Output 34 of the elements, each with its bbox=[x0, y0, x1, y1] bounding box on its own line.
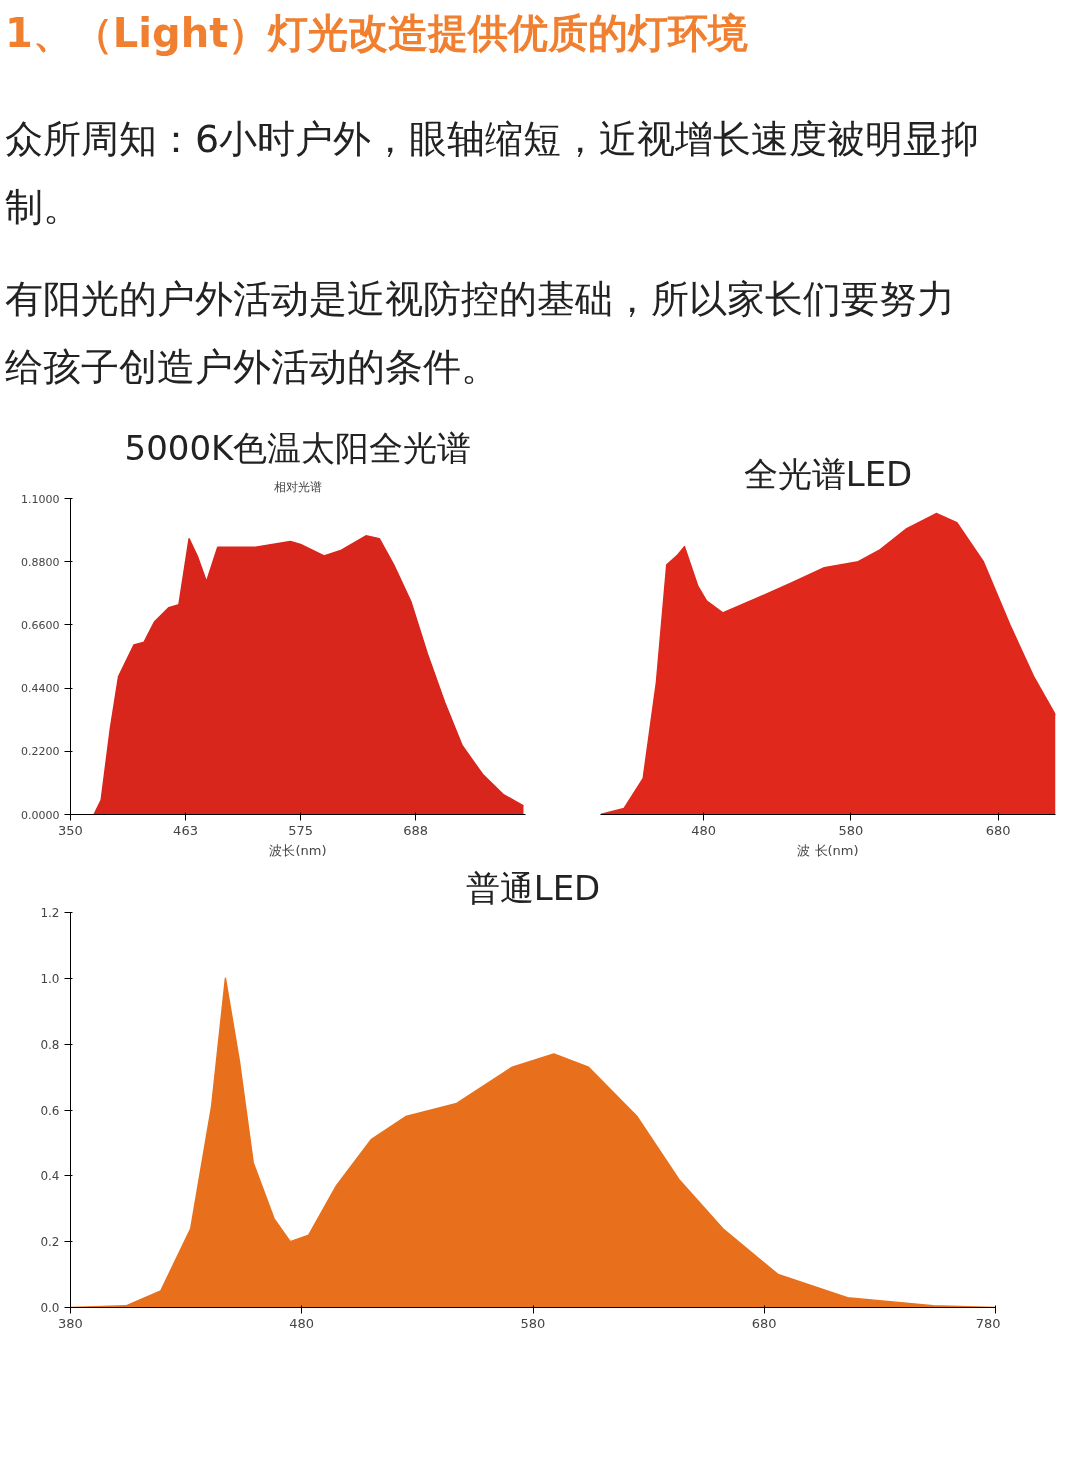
x-axis-title: 波长(nm) bbox=[269, 842, 327, 858]
y-tick-label: 1.1000 bbox=[21, 492, 60, 506]
x-tick-label: 780 bbox=[975, 1315, 1001, 1331]
chart-title: 5000K色温太阳全光谱 bbox=[124, 427, 472, 468]
x-tick-label: 688 bbox=[403, 822, 429, 838]
x-tick-label: 463 bbox=[173, 822, 198, 838]
y-tick-label: 1.0 bbox=[40, 971, 60, 986]
text: 有阳光的户外活动是近视防控的基础，所以家长们要努力给孩子创造户外活动的条件。 bbox=[5, 276, 956, 391]
y-tick-label: 0.6600 bbox=[21, 618, 60, 632]
x-tick-label: 380 bbox=[58, 1315, 83, 1331]
y-tick-label: 0.0000 bbox=[21, 808, 60, 822]
x-tick-label: 580 bbox=[838, 822, 864, 838]
chart-title: 普通LED bbox=[465, 867, 601, 908]
x-axis-title: 波 长(nm) bbox=[797, 842, 859, 858]
x-tick-label: 680 bbox=[985, 822, 1011, 838]
x-tick-label: 480 bbox=[691, 822, 716, 838]
y-tick-label: 0.8 bbox=[40, 1037, 60, 1052]
text: 1、（Light）灯光改造提供优质的灯环境 bbox=[5, 9, 750, 58]
y-tick-label: 0.0 bbox=[40, 1301, 60, 1315]
y-tick-label: 0.4400 bbox=[21, 682, 60, 696]
y-tick-label: 0.4 bbox=[40, 1169, 60, 1184]
x-tick-label: 575 bbox=[288, 822, 313, 838]
x-tick-label: 580 bbox=[520, 1315, 546, 1331]
chart-subtitle: 相对光谱 bbox=[274, 479, 322, 494]
x-tick-label: 350 bbox=[58, 822, 83, 838]
y-tick-label: 0.6 bbox=[40, 1103, 60, 1118]
y-tick-label: 0.2 bbox=[40, 1235, 60, 1250]
y-tick-label: 1.2 bbox=[40, 906, 60, 920]
y-tick-label: 0.8800 bbox=[21, 555, 60, 569]
y-tick-label: 0.2200 bbox=[21, 745, 60, 759]
x-tick-label: 680 bbox=[751, 1315, 777, 1331]
x-tick-label: 480 bbox=[289, 1315, 315, 1331]
chart-title: 全光谱LED bbox=[743, 453, 913, 494]
text: 众所周知：6小时户外，眼轴缩短，近视增长速度被明显抑制。 bbox=[5, 116, 981, 231]
